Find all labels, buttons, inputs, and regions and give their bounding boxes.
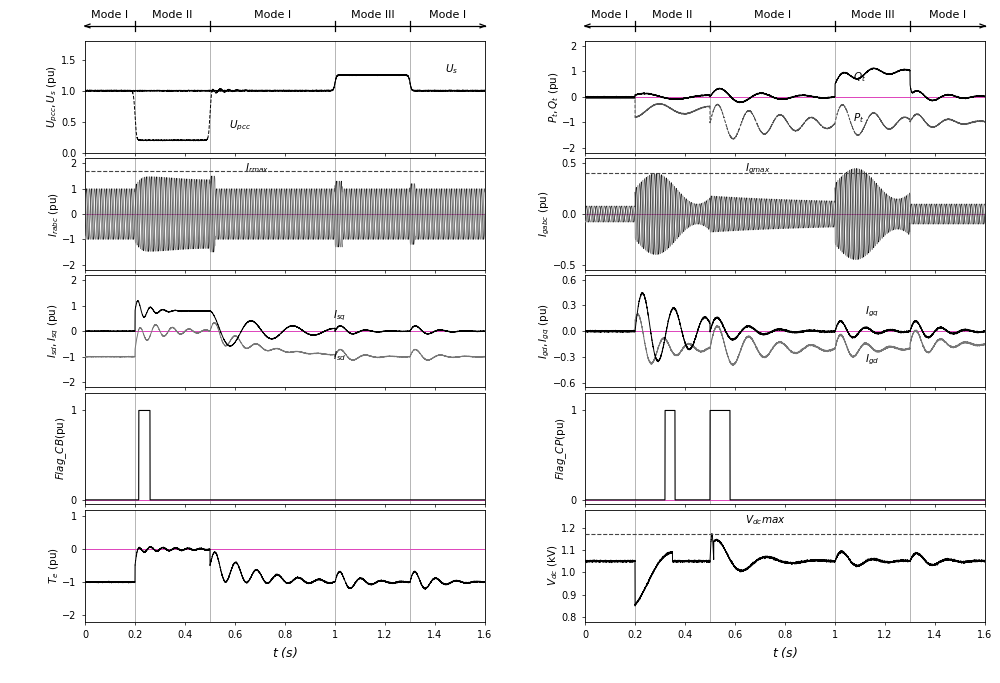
Y-axis label: $T_e$ (pu): $T_e$ (pu)	[47, 547, 61, 584]
Text: $I_{gq}$: $I_{gq}$	[865, 305, 879, 319]
Y-axis label: $V_{dc}$ (kV): $V_{dc}$ (kV)	[546, 545, 560, 587]
Text: $U_s$: $U_s$	[445, 62, 458, 76]
Text: Mode II: Mode II	[652, 10, 693, 20]
Y-axis label: $I_{sd},I_{sq}$ (pu): $I_{sd},I_{sq}$ (pu)	[47, 304, 61, 359]
Text: $I_{rmax}$: $I_{rmax}$	[245, 162, 269, 176]
Text: Mode I: Mode I	[929, 10, 966, 20]
Y-axis label: $I_{gabc}$ (pu): $I_{gabc}$ (pu)	[537, 191, 552, 238]
X-axis label: $t$ (s): $t$ (s)	[772, 645, 798, 660]
Text: $U_{pcc}$: $U_{pcc}$	[229, 119, 251, 133]
Text: Mode III: Mode III	[851, 10, 894, 20]
Text: Mode III: Mode III	[351, 10, 394, 20]
Text: $I_{sq}$: $I_{sq}$	[333, 308, 346, 322]
Text: $V_{dc}$max: $V_{dc}$max	[745, 513, 786, 527]
Text: Mode I: Mode I	[754, 10, 791, 20]
Y-axis label: $I_{rabc}$ (pu): $I_{rabc}$ (pu)	[47, 191, 61, 236]
Y-axis label: $Flag\_CP$(pu): $Flag\_CP$(pu)	[554, 417, 569, 480]
Text: Mode I: Mode I	[591, 10, 629, 20]
Text: $I_{sd}$: $I_{sd}$	[333, 349, 346, 363]
Text: $Q_t$: $Q_t$	[853, 70, 866, 84]
Y-axis label: $Flag\_CB$(pu): $Flag\_CB$(pu)	[54, 417, 69, 480]
Text: $P_t$: $P_t$	[853, 111, 864, 125]
Text: Mode I: Mode I	[91, 10, 129, 20]
Y-axis label: $P_t,Q_t$ (pu): $P_t,Q_t$ (pu)	[547, 71, 561, 123]
Y-axis label: $I_{gd},I_{gq}$ (pu): $I_{gd},I_{gq}$ (pu)	[538, 303, 552, 359]
X-axis label: $t$ (s): $t$ (s)	[272, 645, 298, 660]
Text: Mode II: Mode II	[152, 10, 193, 20]
Text: $I_{gd}$: $I_{gd}$	[865, 353, 879, 367]
Y-axis label: $U_{pcc},U_s$ (pu): $U_{pcc},U_s$ (pu)	[46, 66, 60, 128]
Text: Mode I: Mode I	[254, 10, 291, 20]
Text: $I_{gmax}$: $I_{gmax}$	[745, 162, 771, 176]
Text: Mode I: Mode I	[429, 10, 466, 20]
